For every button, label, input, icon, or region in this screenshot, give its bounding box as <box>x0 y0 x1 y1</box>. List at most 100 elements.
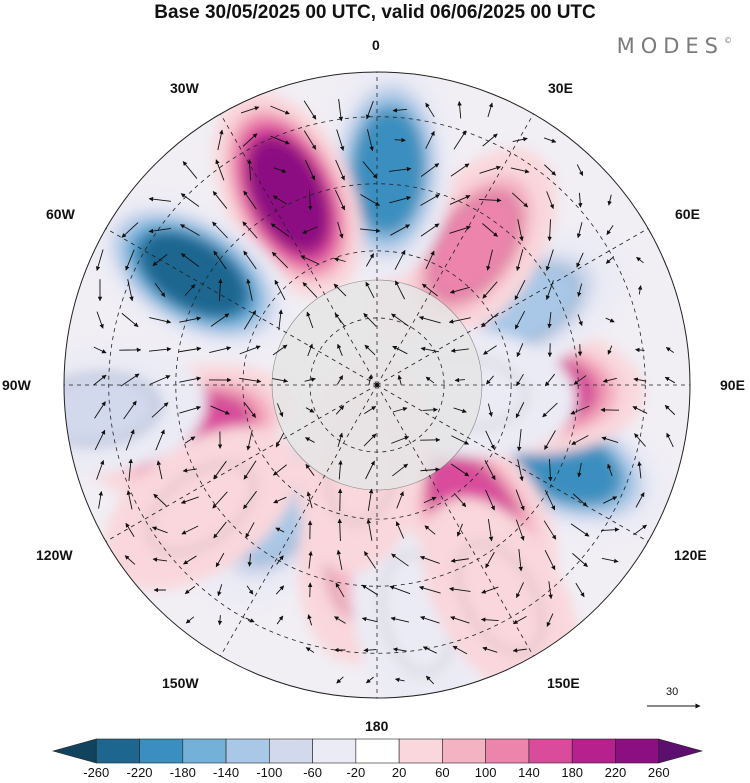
wind-arrow <box>275 527 285 533</box>
colorbar-swatch <box>269 738 313 764</box>
wind-arrow <box>516 343 524 358</box>
colorbar-swatch <box>51 738 97 764</box>
wind-arrow <box>391 313 409 327</box>
wind-arrow <box>335 582 345 598</box>
wind-arrow <box>308 189 313 211</box>
anomaly-band <box>250 141 326 248</box>
wind-arrow <box>543 520 557 540</box>
wind-arrow <box>183 555 197 565</box>
colorbar-tick-label: -100 <box>256 765 283 780</box>
wind-arrow <box>449 286 470 294</box>
colorbar-swatch <box>442 738 486 764</box>
lon-label-120e: 120E <box>674 547 707 563</box>
wind-arrow <box>336 129 345 151</box>
anomaly-contour <box>429 192 520 300</box>
wind-arrow <box>363 313 377 327</box>
wind-arrow <box>418 315 441 324</box>
wind-arrow <box>306 491 313 509</box>
wind-arrow <box>665 347 674 353</box>
wind-arrow <box>577 192 583 208</box>
wind-arrow <box>123 400 137 420</box>
wind-arrow <box>450 463 470 477</box>
colorbar-swatch <box>528 738 573 764</box>
wind-arrow <box>94 429 106 450</box>
colorbar-tick-label: 60 <box>435 765 450 780</box>
wind-arrow <box>276 615 284 625</box>
wind-arrow <box>602 377 617 383</box>
wind-arrow <box>634 433 646 447</box>
wind-arrow <box>392 345 408 355</box>
wind-arrow <box>149 347 172 352</box>
wind-arrow <box>450 558 469 563</box>
copyright-mark: © <box>724 36 732 45</box>
wind-arrow <box>304 159 316 181</box>
wind-arrow <box>548 458 553 482</box>
wind-arrow <box>390 616 410 623</box>
wind-arrow <box>576 222 583 239</box>
wind-arrow <box>179 376 202 383</box>
wind-arrow <box>276 555 284 565</box>
anomaly-contour <box>147 463 255 553</box>
colorbar-tick-label: -20 <box>346 765 366 780</box>
wind-arrow <box>271 251 289 269</box>
wind-arrow <box>272 344 288 356</box>
wind-arrow <box>184 436 196 444</box>
wind-arrow <box>425 102 435 118</box>
wind-arrow <box>273 464 287 476</box>
wind-arrow <box>305 437 315 443</box>
wind-arrow <box>607 463 613 476</box>
wind-arrow <box>305 407 315 413</box>
wind-arrow <box>337 518 342 542</box>
wind-arrow <box>605 317 615 323</box>
colorbar-tick-label: 140 <box>518 765 540 780</box>
wind-arrow <box>389 166 412 172</box>
wind-arrow <box>180 224 200 236</box>
wind-arrow <box>480 617 499 622</box>
wind-arrow <box>450 163 470 177</box>
wind-arrow <box>481 586 499 594</box>
lon-label-90e: 90E <box>720 377 745 393</box>
wind-arrow <box>184 585 196 595</box>
wind-arrow <box>127 279 134 302</box>
wind-arrow <box>184 284 196 296</box>
lon-label-120w: 120W <box>36 547 73 563</box>
wind-arrow <box>513 615 527 625</box>
wind-arrow <box>307 343 313 357</box>
lon-label-150w: 150W <box>162 675 199 691</box>
wind-arrow <box>479 165 501 174</box>
wind-arrow <box>270 223 290 237</box>
wind-arrow <box>454 377 465 383</box>
wind-arrow <box>338 99 344 122</box>
wind-arrow <box>486 249 493 271</box>
wind-arrow <box>273 496 287 504</box>
wind-arrow <box>512 137 528 143</box>
wind-arrow <box>367 129 374 152</box>
wind-arrow <box>182 468 197 473</box>
wind-arrow <box>392 647 407 652</box>
anomaly-band <box>427 189 522 302</box>
wind-arrow <box>420 194 440 206</box>
colorbar-swatch <box>485 738 530 764</box>
wind-arrow <box>217 129 224 151</box>
wind-arrow <box>156 460 163 480</box>
wind-arrow <box>304 377 316 382</box>
wind-arrow <box>544 373 556 387</box>
wind-arrow <box>337 221 344 239</box>
wind-arrow <box>270 105 290 115</box>
wind-arrow <box>152 526 168 534</box>
wind-arrow <box>571 435 589 445</box>
wind-arrow <box>453 407 467 413</box>
wind-arrow <box>485 430 495 450</box>
wind-arrow <box>419 555 440 564</box>
wind-arrow <box>180 496 199 504</box>
lon-label-90w: 90W <box>2 377 31 393</box>
lon-label-60w: 60W <box>46 206 75 222</box>
wind-arrow <box>212 221 228 239</box>
wind-arrow <box>218 278 223 302</box>
wind-arrow <box>305 463 315 476</box>
wind-arrow <box>449 586 471 592</box>
wind-arrow <box>243 460 257 480</box>
wind-arrow <box>239 345 261 355</box>
wind-arrow <box>302 226 318 234</box>
